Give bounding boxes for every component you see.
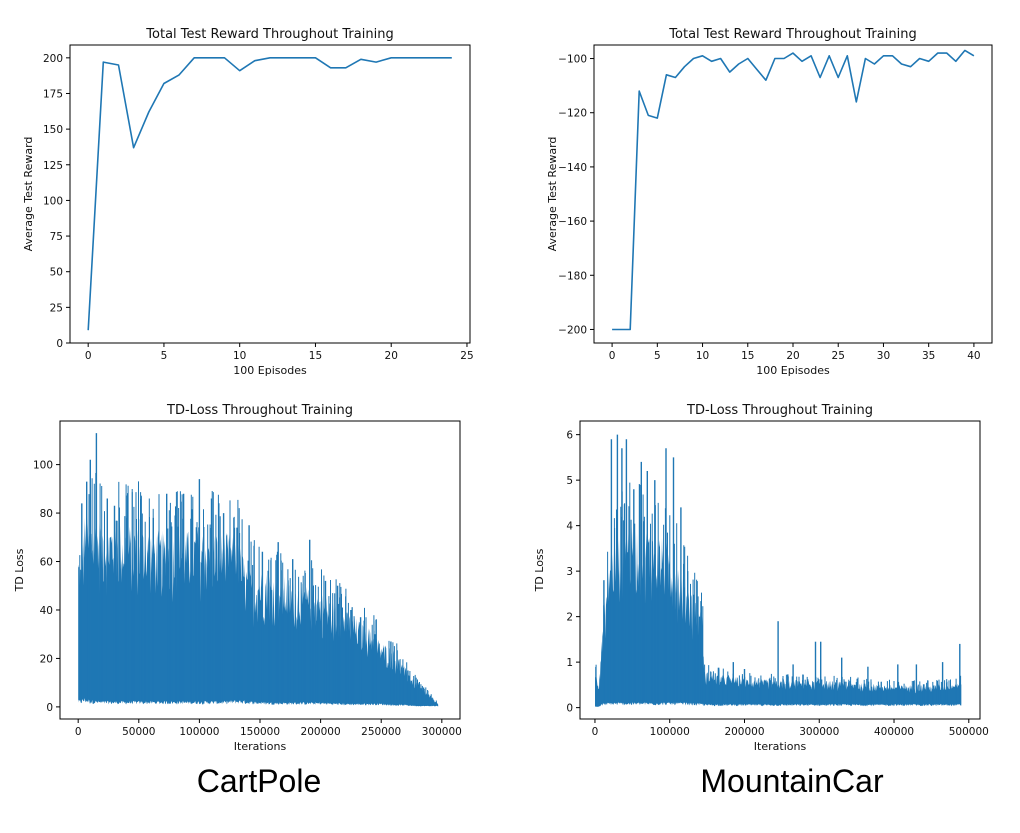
y-tick-label: −140 (558, 162, 587, 174)
y-tick-label: 200 (43, 53, 63, 65)
x-tick-label: 40 (967, 350, 980, 362)
plot-area (78, 433, 439, 707)
chart-title: Total Test Reward Throughout Training (668, 27, 916, 42)
x-tick-label: 0 (85, 350, 92, 362)
x-tick-label: 0 (75, 726, 82, 738)
chart-cp_loss: TD-Loss Throughout Training 0 50000 100000 1… (13, 403, 462, 753)
x-axis-label: 100 Episodes (756, 364, 830, 377)
x-tick-label: 30 (877, 350, 890, 362)
x-tick-label: 150000 (240, 726, 280, 738)
y-tick-label: −180 (558, 270, 587, 282)
chart-title: Total Test Reward Throughout Training (145, 27, 393, 42)
plot-area (87, 56, 452, 331)
y-tick-label: −100 (558, 54, 587, 66)
x-tick-label: 300000 (422, 726, 462, 738)
y-axis-label: Average Test Reward (546, 137, 559, 252)
y-tick-label: 1 (566, 657, 573, 669)
y-axis-label: TD Loss (533, 548, 546, 592)
x-tick-label: 300000 (799, 726, 839, 738)
y-tick-label: 3 (566, 566, 573, 578)
y-tick-label: 100 (43, 195, 63, 207)
x-tick-label: 400000 (874, 726, 914, 738)
x-tick-label: 200000 (724, 726, 764, 738)
plot-area (612, 49, 975, 331)
x-tick-label: 25 (460, 350, 473, 362)
y-tick-label: 80 (40, 508, 53, 520)
x-tick-label: 20 (385, 350, 398, 362)
x-tick-label: 0 (592, 726, 599, 738)
chart-title: TD-Loss Throughout Training (686, 403, 873, 418)
y-tick-label: 20 (40, 653, 53, 665)
x-tick-label: 100000 (650, 726, 690, 738)
y-tick-label: 125 (43, 160, 63, 172)
x-tick-label: 15 (309, 350, 322, 362)
x-tick-label: 5 (161, 350, 168, 362)
y-tick-label: −200 (558, 324, 587, 336)
y-tick-label: 40 (40, 605, 53, 617)
x-tick-label: 10 (233, 350, 246, 362)
y-tick-label: 2 (566, 612, 573, 624)
y-tick-label: 0 (46, 702, 53, 714)
x-tick-label: 50000 (122, 726, 155, 738)
y-tick-label: −120 (558, 108, 587, 120)
chart-mc_loss: TD-Loss Throughout Training 0 100000 200000… (533, 403, 989, 753)
y-axis-label: TD Loss (13, 548, 26, 592)
x-tick-label: 25 (832, 350, 845, 362)
y-tick-label: 0 (56, 338, 63, 350)
y-tick-label: 60 (40, 557, 53, 569)
chart-cp_reward: Total Test Reward Throughout Training 0 5 1… (22, 27, 474, 377)
y-tick-label: 100 (33, 460, 53, 472)
y-tick-label: 50 (50, 267, 63, 279)
x-tick-label: 20 (786, 350, 799, 362)
x-axis-label: Iterations (754, 740, 807, 753)
y-tick-label: 25 (50, 302, 63, 314)
series-line (612, 49, 975, 331)
x-tick-label: 250000 (361, 726, 401, 738)
plot-frame (579, 420, 981, 720)
loss-band (595, 526, 962, 707)
y-tick-label: 6 (566, 430, 573, 442)
x-tick-label: 100000 (179, 726, 219, 738)
caption-cartpole: CartPole (197, 763, 322, 799)
x-axis-label: Iterations (234, 740, 287, 753)
x-tick-label: 500000 (949, 726, 989, 738)
chart-mc_reward: Total Test Reward Throughout Training 0 5 1… (546, 27, 993, 377)
x-axis-label: 100 Episodes (233, 364, 307, 377)
x-tick-label: 15 (741, 350, 754, 362)
y-tick-label: 175 (43, 88, 63, 100)
plot-area (595, 434, 962, 707)
y-tick-label: 150 (43, 124, 63, 136)
x-tick-label: 5 (654, 350, 661, 362)
y-tick-label: 5 (566, 475, 573, 487)
x-tick-label: 200000 (301, 726, 341, 738)
plot-frame (593, 44, 993, 344)
caption-mountaincar: MountainCar (700, 763, 884, 799)
plot-frame (69, 44, 471, 344)
y-tick-label: 0 (566, 703, 573, 715)
chart-title: TD-Loss Throughout Training (166, 403, 353, 418)
y-axis-label: Average Test Reward (22, 137, 35, 252)
x-tick-label: 0 (609, 350, 616, 362)
series-line (87, 56, 452, 331)
y-tick-label: 75 (50, 231, 63, 243)
x-tick-label: 35 (922, 350, 935, 362)
x-tick-label: 10 (696, 350, 709, 362)
y-tick-label: −160 (558, 216, 587, 228)
y-tick-label: 4 (566, 521, 573, 533)
